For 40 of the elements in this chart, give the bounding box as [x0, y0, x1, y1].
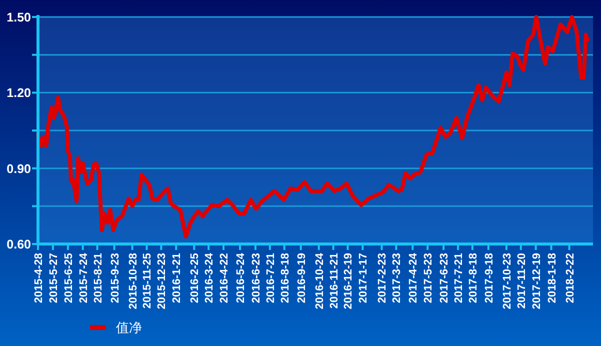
- x-tick-label: 2016-5-24: [235, 252, 248, 304]
- y-tick-label: 1.50: [6, 10, 32, 24]
- x-tick-label: 2016-3-24: [204, 252, 216, 304]
- x-tick-label: 2016-9-19: [296, 253, 308, 304]
- x-tick-label: 2017-10-23: [501, 253, 514, 310]
- x-tick-label: 2017-6-23: [438, 253, 451, 304]
- x-tick-label: 2016-1-21: [171, 253, 184, 304]
- x-tick-label: 2016-7-21: [264, 253, 277, 304]
- x-tick-label: 2018-1-18: [546, 253, 558, 304]
- x-tick-label: 2015-8-21: [92, 253, 104, 304]
- y-tick-label: 0.90: [6, 162, 32, 176]
- x-tick-label: 2015-9-23: [109, 253, 122, 304]
- x-tick-label: 2017-2-23: [376, 253, 389, 304]
- x-tick-label: 2015-7-24: [78, 252, 90, 304]
- x-tick-label: 2015-12-23: [156, 253, 168, 310]
- x-tick-label: 2018-2-22: [564, 253, 576, 304]
- x-tick-label: 2017-1-17: [358, 253, 370, 304]
- y-tick-label: 0.60: [6, 238, 32, 252]
- x-tick-label: 2016-12-19: [342, 253, 355, 310]
- y-tick-label: 1.20: [6, 86, 32, 100]
- x-tick-label: 2017-11-20: [516, 253, 528, 309]
- x-tick-label: 2017-9-18: [483, 253, 496, 304]
- x-tick-label: 2016-2-25: [189, 253, 202, 304]
- x-tick-label: 2017-8-18: [467, 253, 480, 304]
- x-tick-label: 2016-11-21: [328, 253, 340, 309]
- x-tick-label: 2017-12-19: [530, 253, 543, 310]
- x-tick-label: 2015-4-28: [33, 253, 45, 304]
- x-tick-label: 2015-11-25: [142, 253, 154, 309]
- x-tick-label: 2017-7-21: [452, 253, 465, 304]
- x-tick-label: 2016-10-24: [314, 252, 326, 310]
- x-tick-label: 2016-4-22: [218, 253, 231, 304]
- x-tick-label: 2016-6-23: [250, 253, 262, 304]
- x-tick-label: 2015-5-27: [48, 253, 60, 304]
- x-tick-label: 2017-4-24: [408, 252, 420, 304]
- x-tick-label: 2017-5-23: [422, 253, 435, 304]
- x-tick-label: 2016-8-18: [279, 253, 292, 304]
- x-tick-label: 2015-6-25: [62, 253, 75, 304]
- x-tick-label: 2015-10-28: [127, 253, 140, 310]
- legend-label: 值净: [116, 320, 142, 335]
- x-tick-label: 2017-3-23: [391, 253, 404, 304]
